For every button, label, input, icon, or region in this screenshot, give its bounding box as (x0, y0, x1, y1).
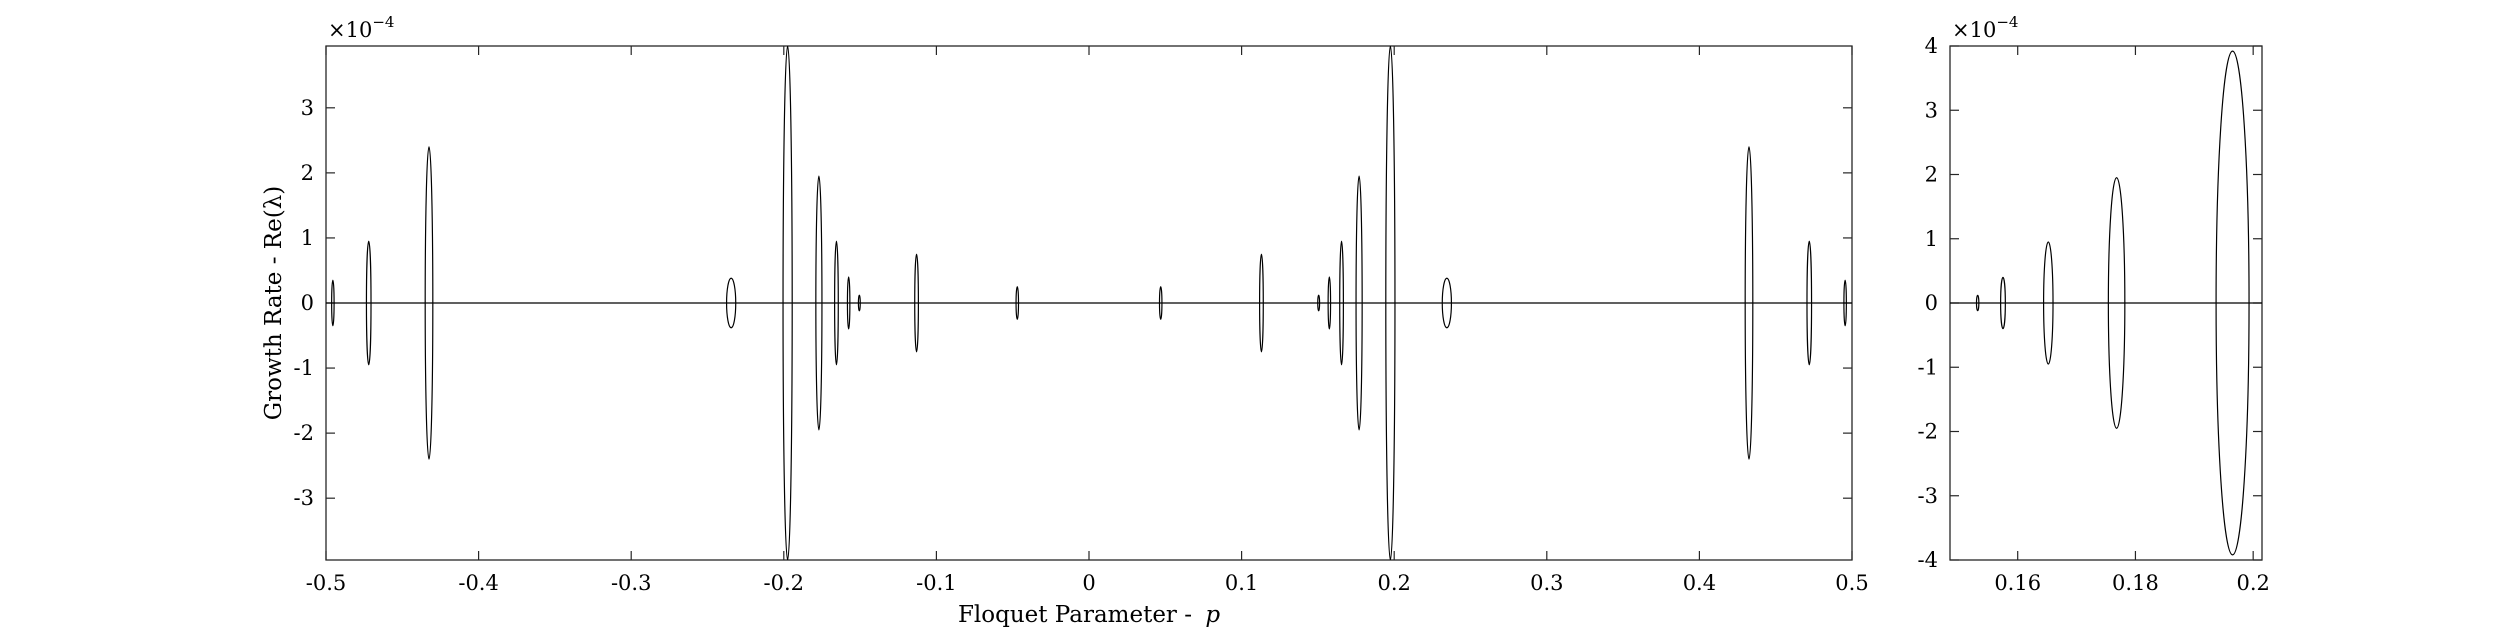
instability-bubble (2042, 241, 2054, 365)
y-tick-label: -4 (1918, 548, 1938, 572)
instability-bubble (1327, 276, 1332, 330)
x-axis-title: Floquet Parameter - p (958, 602, 1220, 628)
y-tick-label: 0 (1925, 291, 1938, 315)
instability-bubble (1158, 286, 1163, 320)
y-tick-label: -1 (1918, 355, 1938, 379)
x-tick-label: 0.3 (1530, 571, 1563, 595)
x-tick-label: 0.2 (2236, 571, 2269, 595)
instability-bubble (1843, 279, 1847, 327)
instability-bubble (1259, 253, 1264, 353)
instability-bubble (782, 46, 793, 560)
x-tick-label: 0.5 (1835, 571, 1868, 595)
y-tick-label: 0 (301, 291, 314, 315)
y-exponent-power: −4 (1996, 13, 2018, 31)
instability-bubble (1355, 175, 1363, 431)
instability-bubble (1339, 240, 1344, 366)
y-tick-label: -2 (1918, 420, 1938, 444)
instability-bubble (365, 240, 372, 366)
instability-bubble (1317, 294, 1321, 312)
x-tick-label: 0.18 (2112, 571, 2159, 595)
instability-bubble (2215, 50, 2250, 556)
instability-bubble (1806, 240, 1813, 366)
x-tick-label: -0.3 (611, 571, 652, 595)
y-tick-label: 2 (301, 161, 314, 185)
x-tick-label: 0.4 (1683, 571, 1716, 595)
y-tick-label: -1 (294, 356, 314, 380)
y-tick-label: -2 (294, 421, 314, 445)
instability-bubble (1744, 146, 1754, 460)
instability-bubble (857, 294, 861, 312)
zoom-chart-panel: 0.16 0.18 0.2 -4 -3 -2 -1 0 1 2 3 4 ×10−4 (1918, 13, 2270, 595)
y-tick-label: 1 (1925, 227, 1938, 251)
instability-bubble (834, 240, 839, 366)
instability-bubble (2107, 177, 2126, 429)
y-exponent-base: ×10 (1952, 18, 1996, 42)
y-exponent-label: ×10−4 (328, 13, 394, 42)
instability-bubble (1975, 294, 1980, 312)
plot-area (326, 46, 1852, 560)
main-chart-panel: -0.5 -0.4 -0.3 -0.2 -0.1 0 0.1 0.2 0.3 0.4 0.5 -3 -2… (261, 13, 1869, 628)
y-axis-title: Growth Rate - Re(λ) (261, 186, 287, 421)
y-tick-label: 4 (1925, 34, 1938, 58)
x-tick-label: 0.2 (1377, 571, 1410, 595)
instability-bubble (331, 279, 335, 327)
x-axis-title-variable: p (1205, 602, 1220, 628)
y-tick-label: 1 (301, 226, 314, 250)
instability-bubble (1441, 277, 1453, 329)
x-axis-title-text: Floquet Parameter - (958, 602, 1199, 628)
x-tick-label: -0.5 (306, 571, 347, 595)
instability-bubble (2000, 276, 2006, 330)
y-tick-label: -3 (1918, 484, 1938, 508)
y-tick-label: -3 (294, 486, 314, 510)
x-tick-label: -0.4 (458, 571, 499, 595)
y-tick-label: 2 (1925, 163, 1938, 187)
instability-bubble (1015, 286, 1020, 320)
instability-bubble (725, 277, 737, 329)
x-tick-label: 0.1 (1225, 571, 1258, 595)
instability-bubble (815, 175, 823, 431)
instability-bubble (914, 253, 919, 353)
y-tick-label: 3 (1925, 98, 1938, 122)
y-exponent-base: ×10 (328, 18, 372, 42)
y-exponent-power: −4 (372, 13, 394, 31)
instability-bubble (846, 276, 851, 330)
x-tick-label: 0.16 (1994, 571, 2041, 595)
instability-bubble (1385, 46, 1396, 560)
y-tick-label: 3 (301, 96, 314, 120)
x-tick-label: -0.2 (764, 571, 805, 595)
x-tick-label: 0 (1082, 571, 1095, 595)
x-tick-label: -0.1 (916, 571, 957, 595)
y-exponent-label: ×10−4 (1952, 13, 2018, 42)
instability-bubble (424, 146, 434, 460)
plot-area (1950, 50, 2262, 556)
